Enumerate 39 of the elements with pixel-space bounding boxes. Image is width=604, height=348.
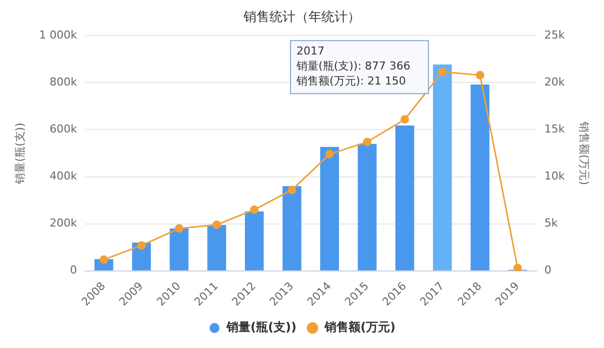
bar (320, 146, 339, 270)
y2-tick-label: 0 (544, 264, 552, 277)
y2-tick-label: 15k (544, 122, 566, 136)
legend-label: 销售额(万元) (323, 320, 396, 334)
y-tick-label: 1 000k (39, 28, 78, 42)
y-tick-label: 400k (50, 170, 78, 183)
chart-title: 销售统计（年统计） (242, 10, 360, 26)
point (174, 224, 184, 233)
point (513, 264, 522, 271)
bar (207, 224, 226, 270)
y-tick-label: 200k (50, 216, 78, 230)
bar (395, 125, 414, 270)
y2-axis-title: 销售额(万元) (578, 120, 591, 186)
point (288, 186, 296, 194)
y2-tick-label: 5k (544, 216, 558, 230)
point (400, 115, 410, 124)
bar (470, 84, 490, 270)
y-tick-label: 0 (70, 264, 78, 277)
point (476, 70, 484, 80)
y-axis-title: 销量(瓶(支)) (13, 122, 26, 185)
y2-tick-label: 20k (544, 76, 566, 89)
point (362, 138, 372, 146)
bar (170, 228, 188, 270)
point (325, 150, 334, 158)
bar (282, 186, 302, 270)
y-tick-label: 800k (50, 76, 78, 89)
legend-label: 销量(瓶(支)) (226, 320, 296, 334)
annotation: 2017 销量(瓶(支)): 877 366 销售额(万元): 21 150 (296, 44, 410, 88)
bar (432, 64, 452, 270)
bar (358, 144, 377, 270)
bar (244, 211, 264, 270)
point (250, 205, 259, 214)
y2-tick-label: 25k (544, 28, 566, 42)
y2-tick-label: 10k (544, 170, 566, 183)
point (438, 68, 447, 76)
point (212, 220, 221, 230)
point (137, 241, 146, 250)
y-tick-label: 600k (50, 122, 78, 136)
point (100, 255, 108, 264)
